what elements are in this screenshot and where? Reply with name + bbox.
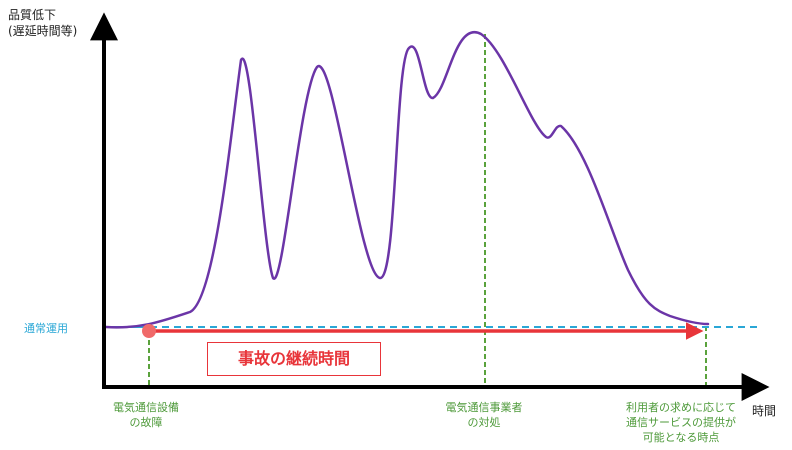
x-axis-title: 時間 xyxy=(752,404,777,418)
event-label-operator: 電気通信事業者 の対処 xyxy=(424,400,544,430)
failure-point xyxy=(142,324,156,338)
event-label-recovery: 利用者の求めに応じて 通信サービスの提供が 可能となる時点 xyxy=(606,400,756,445)
y-axis-title-line: (遅延時間等) xyxy=(8,24,78,38)
event-label-failure: 電気通信設備 の故障 xyxy=(86,400,206,430)
event-label-line: の対処 xyxy=(467,416,501,429)
event-label-line: 利用者の求めに応じて xyxy=(626,401,736,414)
quality-curve xyxy=(104,30,710,329)
baseline-label: 通常運用 xyxy=(24,322,68,335)
event-label-line: 可能となる時点 xyxy=(642,431,720,444)
y-axis-title-line: 品質低下 xyxy=(8,8,57,22)
event-label-line: 電気通信事業者 xyxy=(445,401,523,414)
event-label-line: の故障 xyxy=(129,416,163,429)
event-label-line: 電気通信設備 xyxy=(113,401,179,414)
event-label-line: 通信サービスの提供が xyxy=(626,416,736,429)
duration-label: 事故の継続時間 xyxy=(207,342,381,376)
y-axis-title: 品質低下 (遅延時間等) xyxy=(8,7,104,39)
